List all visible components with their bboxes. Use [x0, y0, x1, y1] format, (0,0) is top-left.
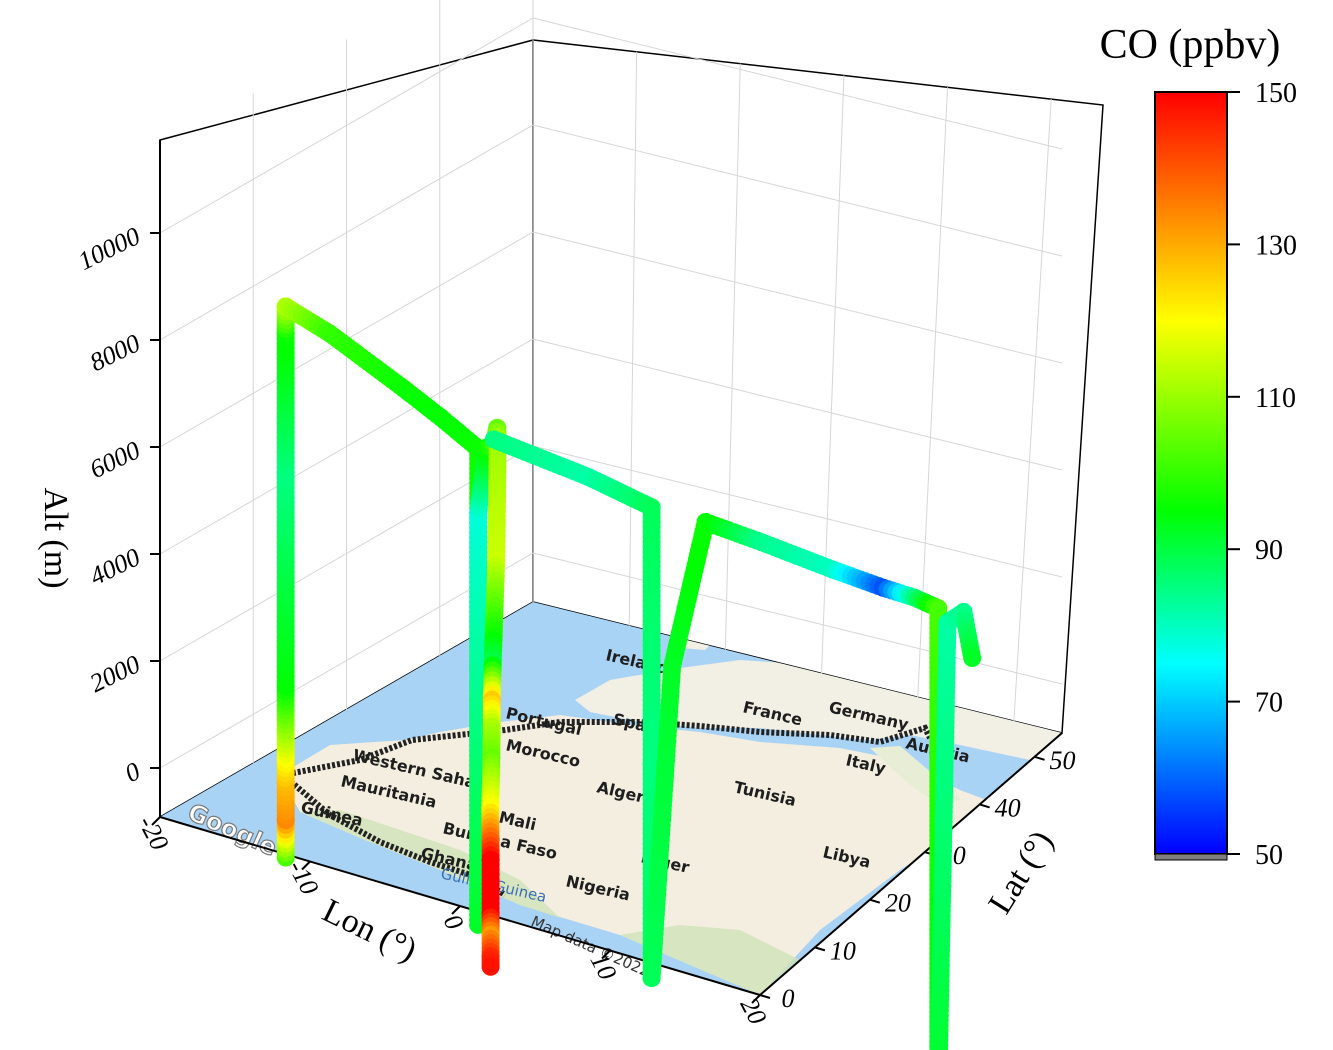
colorbar-tick-label: 130	[1255, 230, 1297, 261]
colorbar-tick-label: 110	[1255, 383, 1296, 414]
y-tick-label: 40	[995, 793, 1021, 822]
basemap: Ireland France Germany Austria Portugal …	[160, 602, 1062, 995]
z-tick-label: 10000	[73, 221, 144, 276]
colorbar-ticks: 50 70 90 110 130 150	[1227, 78, 1297, 871]
y-tick-label: 0	[782, 984, 795, 1013]
z-tick-label: 2000	[85, 649, 144, 698]
ground-track-south	[281, 772, 507, 898]
z-tick-label: 8000	[85, 328, 144, 377]
colorbar-tick-label: 70	[1255, 688, 1283, 719]
track-point	[963, 649, 982, 667]
z-axis-label: Alt (m)	[37, 487, 74, 588]
colorbar-tick-label: 150	[1255, 78, 1297, 109]
colorbar-tick-label: 90	[1255, 535, 1283, 566]
colorbar-gradient	[1154, 91, 1228, 855]
y-axis-line	[759, 732, 1063, 996]
track-point	[481, 957, 500, 976]
map-land-africa	[280, 715, 1000, 995]
map-veg-south	[620, 925, 800, 995]
x-tick-label: 20	[735, 993, 773, 1030]
colorbar: CO (ppbv) 50 70 90 110 130 150	[1100, 22, 1297, 871]
z-tick-label: 4000	[85, 542, 144, 591]
z-tick-label: 0	[120, 756, 144, 788]
y-tick-label: 50	[1050, 746, 1076, 775]
colorbar-underflow	[1154, 853, 1228, 861]
z-tick-label: 6000	[85, 435, 144, 484]
colorbar-title: CO (ppbv)	[1100, 22, 1281, 68]
ground-track-north	[282, 719, 933, 778]
y-tick-label: 20	[885, 889, 911, 918]
flight-track	[276, 297, 982, 1050]
colorbar-tick-label: 50	[1255, 840, 1283, 871]
x-axis-label: Lon (°)	[317, 892, 423, 969]
y-axis-label: Lat (°)	[982, 824, 1061, 920]
y-tick-label: 10	[830, 936, 856, 965]
